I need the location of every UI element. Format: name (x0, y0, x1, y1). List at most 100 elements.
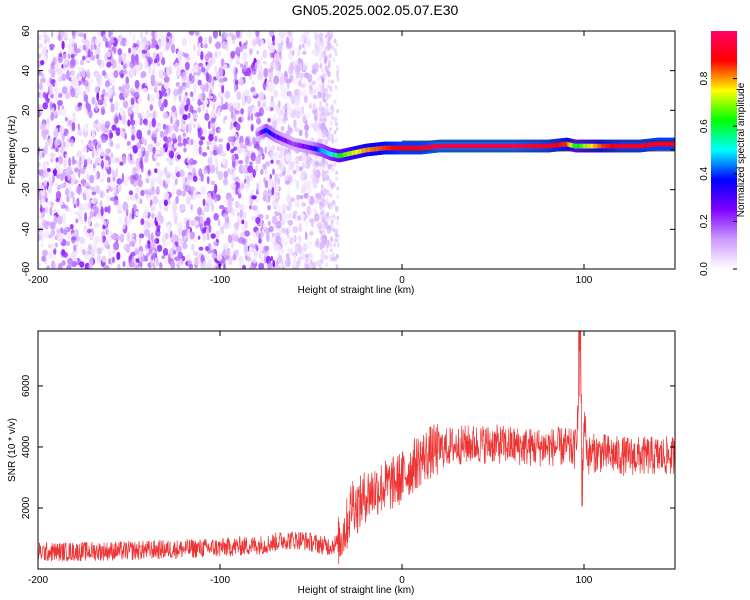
spectrogram-cell (639, 143, 642, 149)
spectrogram-cell (150, 74, 156, 83)
spectrogram-cell (75, 218, 79, 224)
spectrogram-cell (164, 255, 168, 265)
spectrogram-cell (49, 77, 53, 84)
spectrogram-cell (305, 36, 311, 46)
spectrogram-cell (245, 40, 249, 46)
spectrogram-cell (503, 143, 506, 149)
spectrogram-cell (643, 143, 646, 148)
spectrogram-cell (348, 151, 351, 157)
spectrogram-cell (71, 261, 77, 268)
spectrogram-cell (327, 46, 330, 52)
spectrogram-cell (294, 215, 299, 222)
spectrogram-cell (167, 173, 171, 179)
spectrogram-cell (288, 161, 295, 168)
colorbar-tick-label: 0.8 (699, 71, 710, 85)
spectrogram-cell (43, 180, 47, 187)
spectrogram-cell (335, 73, 339, 78)
spectrogram-cell (182, 177, 186, 183)
spectrogram-cell (80, 155, 85, 165)
spectrogram-cell (223, 64, 228, 69)
spectrogram-cell (95, 119, 99, 125)
spectrogram-cell (89, 210, 94, 218)
spectrogram-cell (336, 194, 340, 200)
spectrogram-cell (234, 71, 238, 81)
spectrogram-cell (141, 136, 145, 143)
spectrogram-cell (163, 199, 168, 207)
spectrogram-cell (217, 219, 221, 227)
spectrogram-cell (672, 141, 675, 147)
spectrogram-cell (188, 31, 195, 36)
spectrogram-cell (140, 189, 145, 197)
spectrogram-cell (315, 33, 320, 39)
spectrogram-cell (262, 102, 267, 108)
spectrogram-cell (41, 197, 45, 203)
spectrogram-cell (405, 145, 408, 151)
spectrogram-cell (172, 207, 177, 217)
spectrogram-cell (290, 95, 296, 105)
spectrogram-cell (105, 148, 112, 154)
spectrogram-cell (104, 206, 109, 213)
spectrogram-cell (508, 143, 512, 149)
spectrogram-cell (166, 32, 171, 37)
spectrogram-cell (311, 80, 316, 85)
spectrogram-cell (197, 45, 201, 53)
spectrogram-cell (194, 31, 200, 37)
spectrogram-cell (128, 47, 132, 54)
spectrogram-cell (85, 39, 90, 50)
spectrogram-cell (150, 232, 154, 242)
y-tick-label: -40 (21, 222, 32, 237)
spectrogram-cell (94, 102, 98, 112)
spectrogram-cell (156, 122, 162, 128)
spectrogram-cell (135, 60, 140, 66)
spectrogram-cell (132, 167, 137, 176)
spectrogram-cell (102, 34, 107, 42)
spectrogram-cell (290, 140, 293, 146)
spectrogram-cell (271, 34, 275, 43)
spectrogram-cell (108, 129, 113, 140)
spectrogram-cell (138, 266, 142, 269)
spectrogram-cell (54, 182, 59, 189)
spectrogram-cell (272, 259, 276, 268)
spectrogram-cell (68, 187, 72, 197)
spectrogram-cell (87, 50, 94, 57)
spectrogram-cell (274, 152, 279, 157)
spectrogram-cell (326, 216, 329, 221)
spectrogram-cell (165, 241, 171, 246)
spectrogram-cell (289, 237, 294, 245)
spectrogram-cell (65, 153, 68, 159)
spectrogram-cell (56, 215, 63, 225)
spectrogram-cell (439, 143, 442, 149)
spectrogram-cell (83, 159, 88, 168)
spectrogram-cell (70, 88, 76, 98)
spectrogram-cell (306, 239, 313, 250)
spectrogram-cell (281, 227, 286, 234)
spectrogram-cell (242, 64, 247, 73)
spectrogram-cell (298, 222, 302, 233)
spectrogram-cell (329, 111, 333, 116)
spectrogram-cell (240, 142, 244, 149)
spectrogram-cell (100, 236, 104, 244)
spectrogram-cell (319, 57, 322, 63)
spectrogram-cell (196, 194, 202, 198)
spectrogram-cell (188, 158, 195, 166)
spectrogram-cell (282, 31, 287, 36)
snr-background (38, 331, 675, 569)
spectrogram-cell (186, 97, 191, 107)
spectrogram-cell (113, 241, 120, 251)
spectrogram-cell (326, 150, 330, 156)
spectrogram-cell (79, 70, 83, 78)
spectrogram-cell (38, 262, 41, 268)
spectrogram-cell (334, 138, 338, 143)
spectrogram-cell (254, 61, 259, 70)
spectrogram-cell (301, 105, 304, 115)
spectrogram-cell (281, 105, 285, 112)
spectrogram-cell (198, 62, 204, 67)
spectrogram-cell (514, 143, 517, 149)
spectrogram-cell (235, 123, 241, 131)
spectrogram-cell (322, 72, 327, 79)
spectrogram-cell (327, 192, 330, 197)
spectrogram-cell (539, 143, 542, 149)
spectrogram-cell (187, 123, 192, 133)
spectrogram-cell (79, 245, 83, 252)
